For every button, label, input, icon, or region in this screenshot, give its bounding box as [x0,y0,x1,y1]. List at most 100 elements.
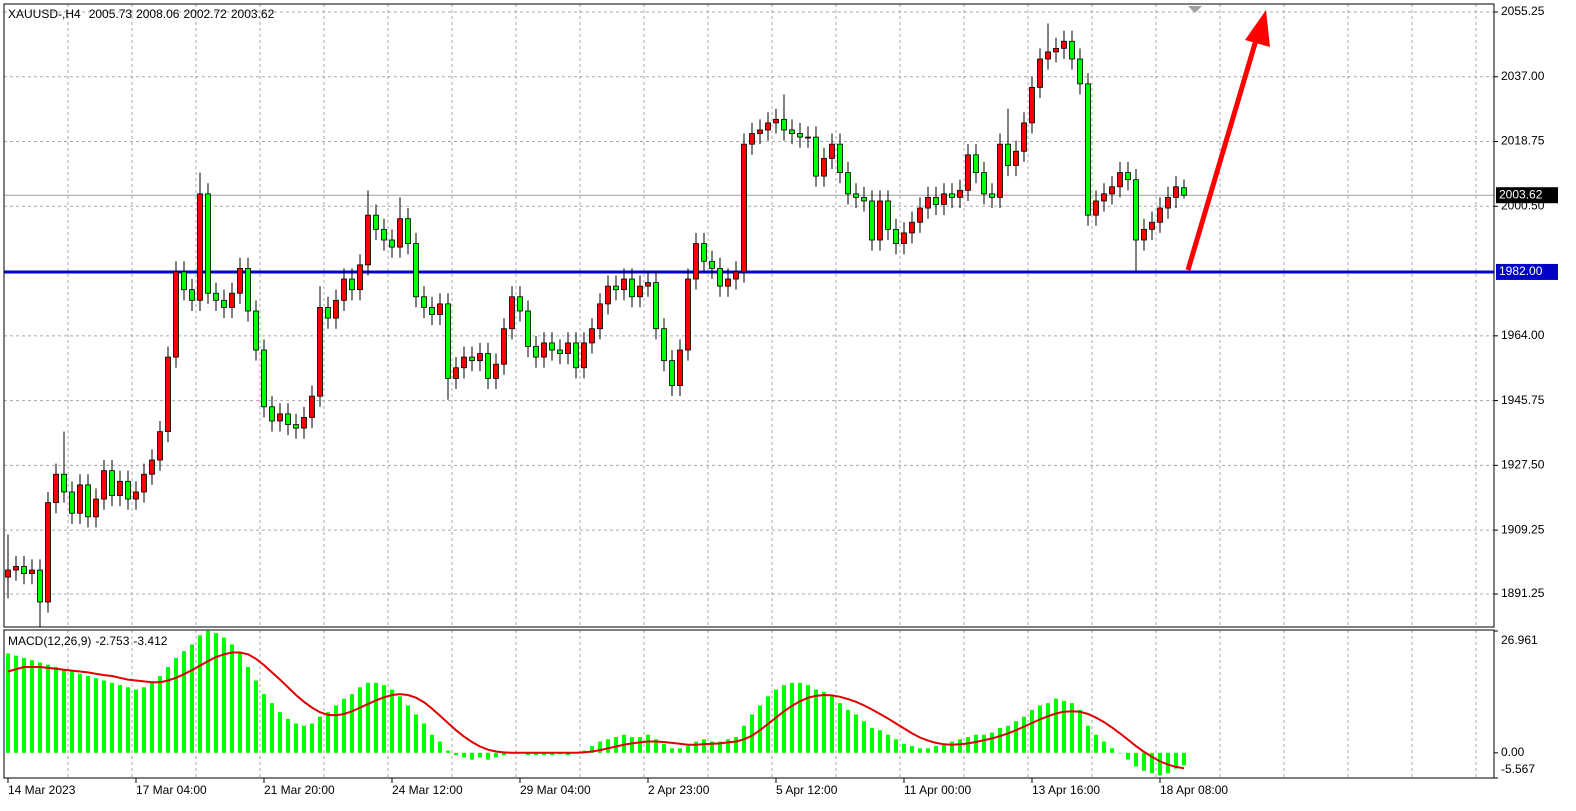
candle-body [653,282,659,330]
candle-body [333,299,339,319]
macd-bar [206,630,210,753]
y-tick-label: 1945.75 [1501,393,1545,407]
macd-bar [630,737,634,753]
macd-bar [86,676,90,753]
macd-bar [1126,752,1130,760]
candle-body [901,232,907,244]
macd-bar [1110,748,1114,753]
macd-bar [894,739,898,753]
macd-bar [678,748,682,753]
candle-body [285,413,291,425]
candle-body [677,349,683,386]
candle-body [1045,51,1051,60]
candle-body [933,197,939,205]
candle-body [1013,150,1019,166]
candle-body [869,200,875,241]
macd-bar [14,655,18,753]
macd-bar [638,737,642,753]
macd-bar [78,673,82,753]
x-tick-label: 11 Apr 00:00 [904,783,971,797]
candle-body [205,193,211,294]
macd-bar [422,723,426,753]
candle-body [941,193,947,205]
candle-body [1029,86,1035,124]
macd-bar [934,746,938,753]
candle-body [445,303,451,379]
candle-body [133,491,139,500]
macd-bar [854,714,858,753]
y-tick-label: 2037.00 [1501,69,1545,83]
candle-body [517,296,523,312]
candle-body [389,239,395,248]
y-tick-label: -5.567 [1501,762,1535,776]
macd-bar [134,689,138,753]
candle-body [757,129,763,134]
macd-bar [998,727,1002,753]
last-high: 2008.06 [136,7,180,21]
candle-body [325,307,331,319]
candle-body [541,342,547,358]
macd-bar [190,644,194,753]
candle-body [469,356,475,362]
candle-body [1173,186,1179,198]
macd-bar [30,660,34,753]
candle-body [813,136,819,177]
candle-body [877,200,883,241]
signal-last: -3.412 [133,634,167,648]
trend-arrow-shaft [1185,39,1259,271]
marks-layer [4,23,1494,776]
candle-body [29,569,35,574]
candle-body [997,143,1003,198]
macd-bar [1030,709,1034,753]
candle-body [165,356,171,433]
candle-body [109,470,115,496]
macd-bar [846,709,850,753]
macd-bar [550,752,554,756]
candle-body [501,328,507,365]
macd-bar [598,741,602,753]
macd-bar [174,657,178,753]
candle-body [661,328,667,362]
macd-bar [102,680,106,753]
x-tick-label: 5 Apr 12:00 [776,783,838,797]
candle-body [461,356,467,369]
price-panel-border [3,3,1495,628]
macd-bar [222,637,226,753]
macd-bar [350,694,354,753]
candle-body [1109,186,1115,195]
macd-bar [150,682,154,753]
macd-bar [342,698,346,753]
candle-body [141,473,147,493]
macd-bar [614,737,618,753]
macd-bar [446,750,450,753]
x-tick-label: 29 Mar 04:00 [520,783,591,797]
macd-bar [718,741,722,753]
macd-bar [902,743,906,753]
macd-bar [390,689,394,753]
candle-body [1069,40,1075,60]
candle-body [429,307,435,315]
macd-bar [398,696,402,753]
macd-bar [798,682,802,753]
candle-body [149,459,155,475]
candle-body [909,221,915,234]
macd-bar [158,676,162,753]
macd-bar [318,716,322,753]
last-close: 2003.62 [231,7,275,21]
grid-layer [4,4,1494,778]
macd-bar [830,696,834,753]
candle-body [565,342,571,354]
candle-body [789,129,795,134]
macd-bar [198,635,202,753]
macd-bar [782,685,786,753]
candle-body [189,289,195,301]
macd-bar [454,752,458,756]
candle-body [669,360,675,386]
candle-body [805,136,811,139]
candle-body [621,278,627,291]
macd-bar [54,666,58,753]
macd-bar [670,748,674,753]
macd-bar [1070,703,1074,753]
candle-body [301,417,307,429]
